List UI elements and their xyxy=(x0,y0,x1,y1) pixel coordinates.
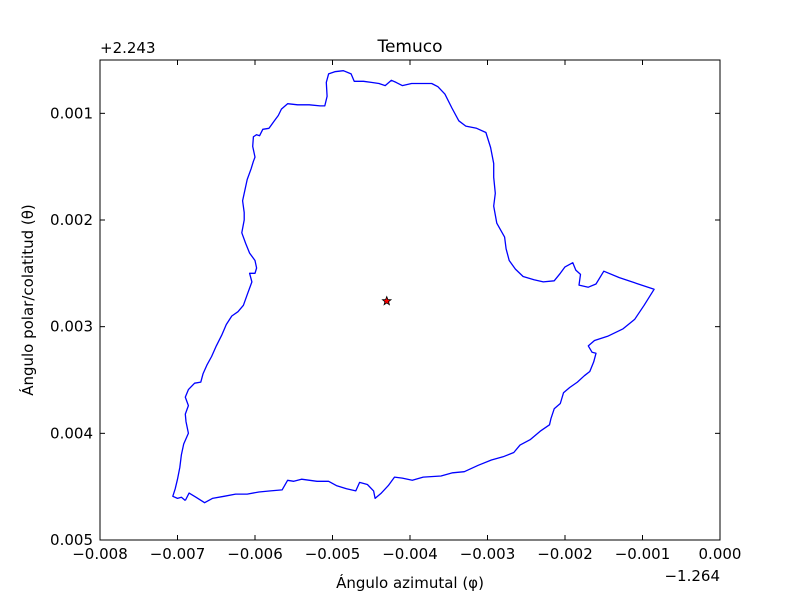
boundary-line xyxy=(172,70,655,504)
y-tick-label: 0.001 xyxy=(50,104,93,122)
y-axis-label: Ángulo polar/colatitud (θ) xyxy=(18,204,37,396)
y-tick-label: 0.002 xyxy=(50,211,93,229)
y-tick-label: 0.004 xyxy=(50,424,93,442)
y-tick-label: 0.003 xyxy=(50,318,93,336)
y-tick-label: 0.005 xyxy=(50,531,93,549)
x-tick-label: −0.002 xyxy=(537,545,593,563)
center-star-marker xyxy=(381,295,393,306)
x-offset-label: −1.264 xyxy=(664,567,720,585)
x-tick-label: 0.000 xyxy=(699,545,742,563)
plot-area xyxy=(172,70,655,504)
x-tick-label: −0.005 xyxy=(305,545,361,563)
x-axis-label: Ángulo azimutal (φ) xyxy=(336,573,484,592)
y-offset-label: +2.243 xyxy=(100,39,156,57)
x-axis-ticks: −0.008 −0.007 −0.006 −0.005 −0.004 −0.003 −0.0… xyxy=(72,60,741,563)
y-axis-ticks: 0.001 0.002 0.003 0.004 0.005 xyxy=(50,104,720,549)
chart-title: Temuco xyxy=(376,37,442,57)
x-tick-label: −0.006 xyxy=(227,545,283,563)
x-tick-label: −0.004 xyxy=(382,545,438,563)
x-tick-label: −0.003 xyxy=(460,545,516,563)
x-tick-label: −0.008 xyxy=(72,545,128,563)
x-tick-label: −0.007 xyxy=(150,545,206,563)
x-tick-label: −0.001 xyxy=(615,545,671,563)
